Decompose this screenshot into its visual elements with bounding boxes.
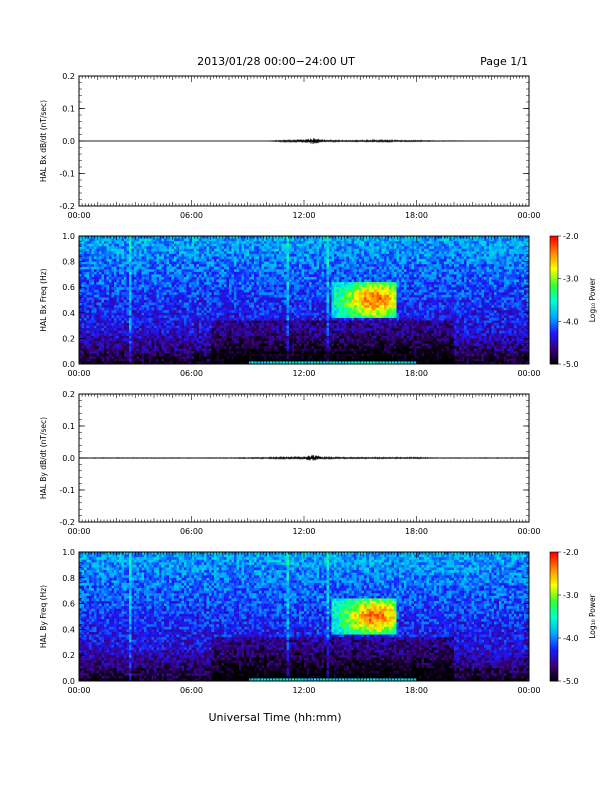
y-tick-label: 0.2 [62, 72, 75, 81]
y-tick-label: 0.0 [62, 360, 75, 369]
y-tick-label: 0.6 [62, 283, 75, 292]
y-tick-label: 0.0 [62, 137, 75, 146]
colorbar-4: -2.0 -3.0 -4.0 -5.0 Log₁₀ Power [549, 548, 597, 686]
x-tick-label: 18:00 [405, 527, 428, 536]
y-tick-label: 0.2 [62, 651, 75, 660]
colorbar-2: -2.0 -3.0 -4.0 -5.0 Log₁₀ Power [549, 232, 597, 369]
dbdt-trace [79, 138, 529, 145]
colorbar-tick-label: -3.0 [563, 591, 579, 600]
panel-2-axes: 00:00 06:00 12:00 18:00 00:00 1.0 0.8 0.6 0.4 0.2… [39, 232, 541, 378]
colorbar-label: Log₁₀ Power [588, 593, 597, 638]
x-tick-label: 00:00 [67, 686, 90, 695]
dbdt-trace [78, 454, 530, 461]
colorbar-tick-label: -2.0 [563, 548, 579, 557]
colorbar-tick-label: -2.0 [563, 232, 579, 241]
colorbar-label: Log₁₀ Power [588, 277, 597, 322]
x-tick-label: 00:00 [517, 211, 540, 220]
y-tick-label: -0.1 [59, 170, 75, 179]
panel-1-axes: 00:00 06:00 12:00 18:00 00:00 0.2 0.1 0.0 -0.1 -0… [39, 72, 541, 220]
y-axis-label: HAL Bx dB/dt (nT/sec) [39, 100, 48, 182]
spectrogram-2 [79, 236, 530, 365]
x-tick-label: 18:00 [405, 211, 428, 220]
x-tick-label: 00:00 [517, 369, 540, 378]
figure-title: 2013/01/28 00:00−24:00 UT [197, 55, 355, 68]
panel-3-axes: 00:00 06:00 12:00 18:00 00:00 0.2 0.1 0.0 -0.1 -0… [39, 390, 541, 536]
x-tick-label: 00:00 [517, 686, 540, 695]
colorbar-tick-label: -3.0 [563, 275, 579, 284]
x-tick-label: 12:00 [292, 527, 315, 536]
y-tick-label: -0.2 [59, 202, 75, 211]
x-tick-label: 18:00 [405, 686, 428, 695]
y-axis-label: HAL Bx Freq (Hz) [39, 268, 48, 331]
spectrogram-4 [79, 552, 530, 682]
y-tick-label: 0.4 [62, 309, 75, 318]
x-tick-label: 06:00 [180, 527, 203, 536]
colorbar-tick-label: -5.0 [563, 360, 579, 369]
y-tick-label: 0.2 [62, 390, 75, 399]
y-tick-label: -0.1 [59, 486, 75, 495]
x-tick-label: 00:00 [67, 211, 90, 220]
y-tick-label: 0.0 [62, 677, 75, 686]
x-tick-label: 00:00 [517, 527, 540, 536]
colorbar-tick-label: -5.0 [563, 677, 579, 686]
timeseries-1 [79, 138, 529, 145]
colorbar-tick-label: -4.0 [563, 317, 579, 326]
page-label: Page 1/1 [480, 55, 528, 68]
x-tick-label: 06:00 [180, 211, 203, 220]
y-tick-label: 0.8 [62, 574, 75, 583]
y-axis-label: HAL By dB/dt (nT/sec) [39, 417, 48, 499]
y-tick-label: 0.1 [62, 105, 75, 114]
x-tick-label: 06:00 [180, 686, 203, 695]
y-tick-label: 0.1 [62, 422, 75, 431]
x-tick-label: 00:00 [67, 369, 90, 378]
x-tick-label: 18:00 [405, 369, 428, 378]
y-tick-label: -0.2 [59, 518, 75, 527]
y-tick-label: 1.0 [62, 548, 75, 557]
y-axis-label: HAL By Freq (Hz) [39, 585, 48, 648]
timeseries-3 [78, 454, 530, 461]
panel-4-axes: 00:00 06:00 12:00 18:00 00:00 1.0 0.8 0.6 0.4 0.2… [39, 548, 541, 695]
x-tick-label: 12:00 [292, 686, 315, 695]
panels-group: 00:00 06:00 12:00 18:00 00:00 0.2 0.1 0.0 -0.1 -0… [39, 72, 597, 695]
colorbar-tick-label: -4.0 [563, 634, 579, 643]
x-axis-title: Universal Time (hh:mm) [209, 711, 342, 724]
x-tick-label: 00:00 [67, 527, 90, 536]
x-tick-label: 12:00 [292, 211, 315, 220]
y-tick-label: 0.0 [62, 454, 75, 463]
y-tick-label: 0.6 [62, 600, 75, 609]
x-tick-label: 12:00 [292, 369, 315, 378]
y-tick-label: 0.4 [62, 625, 75, 634]
y-tick-label: 0.8 [62, 258, 75, 267]
x-tick-label: 06:00 [180, 369, 203, 378]
y-tick-label: 0.2 [62, 334, 75, 343]
y-tick-label: 1.0 [62, 232, 75, 241]
